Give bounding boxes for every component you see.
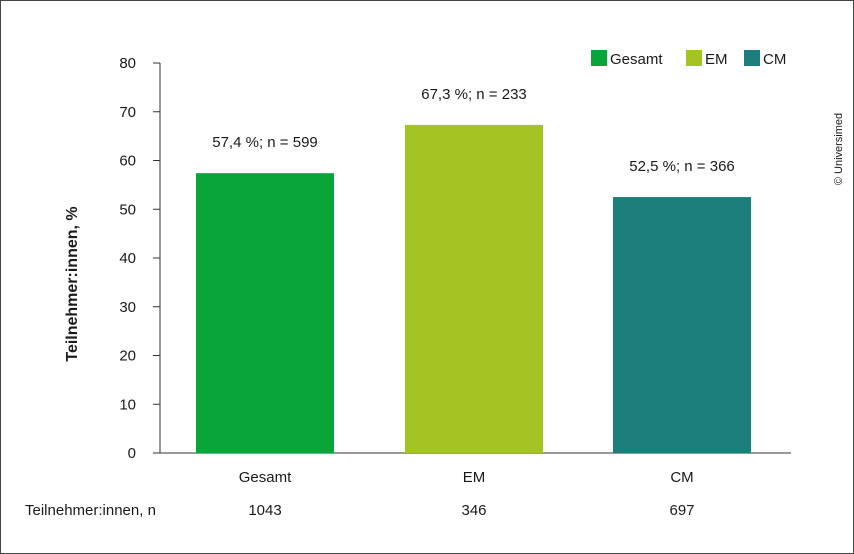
y-tick-label: 20: [119, 348, 136, 365]
bars: 57,4 %; n = 599 Gesamt 67,3 %; n = 233 EM 52…: [196, 86, 751, 486]
participants-row-values: 1043 346 697: [248, 502, 694, 519]
legend: Gesamt EM CM: [591, 50, 786, 68]
bar-gesamt: [196, 173, 334, 454]
y-tick-label: 30: [119, 299, 136, 316]
legend-swatch: [686, 50, 702, 66]
participants-row-label: Teilnehmer:innen, n: [25, 502, 156, 519]
copyright-text: © Universimed: [833, 113, 845, 185]
participants-count: 697: [669, 502, 694, 519]
bar-em: [405, 124, 543, 453]
y-tick-label: 80: [119, 55, 136, 72]
y-tick-label: 0: [128, 445, 136, 462]
y-tick-label: 10: [119, 396, 136, 413]
y-tick-label: 50: [119, 201, 136, 218]
legend-label: Gesamt: [610, 51, 663, 68]
y-tick-label: 60: [119, 153, 136, 170]
legend-label: CM: [763, 51, 786, 68]
y-tick-label: 40: [119, 250, 136, 267]
y-tick-label: 70: [119, 104, 136, 121]
y-axis-label: Teilnehmer:innen, %: [64, 206, 81, 361]
participants-count: 1043: [248, 502, 281, 519]
x-tick-label: EM: [463, 469, 486, 486]
legend-swatch: [591, 50, 607, 66]
y-axis: 0 10 20 30 40 50 60 70 80: [119, 55, 791, 462]
participants-count: 346: [461, 502, 486, 519]
bar-value-label: 52,5 %; n = 366: [629, 158, 735, 175]
x-tick-label: Gesamt: [239, 469, 292, 486]
bar-value-label: 67,3 %; n = 233: [421, 86, 527, 103]
bar-cm: [613, 197, 751, 453]
bar-value-label: 57,4 %; n = 599: [212, 134, 318, 151]
x-tick-label: CM: [670, 469, 693, 486]
legend-label: EM: [705, 51, 728, 68]
legend-swatch: [744, 50, 760, 66]
